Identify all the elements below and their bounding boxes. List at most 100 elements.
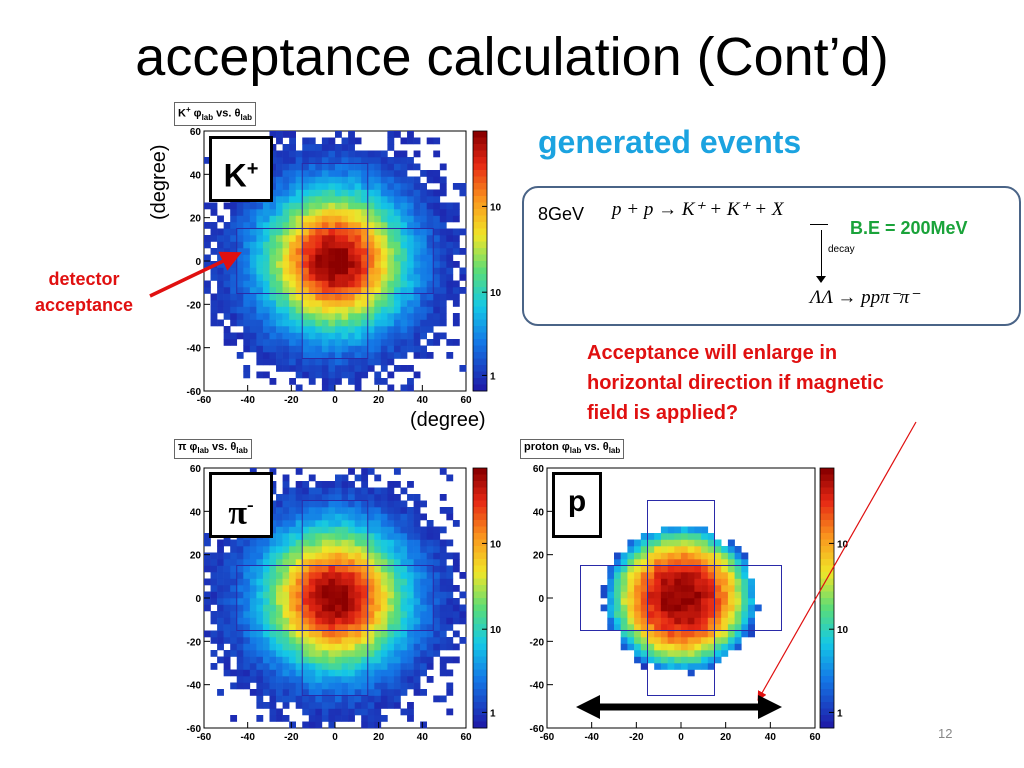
decay-products: ΛΛ → ppπ⁻π⁻ xyxy=(810,287,920,308)
x-tick-label: 40 xyxy=(765,732,777,743)
plot-title-phi: φ xyxy=(558,441,570,453)
plot-title-vs: vs. θ xyxy=(581,441,609,453)
colorbar-tick-label: 10 xyxy=(490,539,502,550)
y-tick-label: -40 xyxy=(530,681,545,692)
x-tick-label: 20 xyxy=(373,732,385,743)
particle-label-pion: π- xyxy=(209,472,273,538)
y-tick-label: 40 xyxy=(190,170,202,181)
particle-charge: - xyxy=(246,494,254,516)
page-number: 12 xyxy=(938,726,953,741)
colorbar-tick-label: 10 xyxy=(837,625,849,636)
y-tick-label: 0 xyxy=(195,594,201,605)
y-tick-label: 60 xyxy=(190,464,202,475)
beam-energy: 8GeV xyxy=(538,204,585,224)
x-tick-label: 20 xyxy=(720,732,732,743)
plot-title-sub: lab xyxy=(569,446,582,456)
x-tick-label: 40 xyxy=(417,732,429,743)
particle-symbol: π xyxy=(228,494,247,532)
detector-acceptance-note: detector acceptance xyxy=(22,266,146,318)
y-tick-label: 20 xyxy=(190,551,202,562)
acceptance-enlarge-note: Acceptance will enlarge in horizontal di… xyxy=(587,338,884,428)
y-tick-label: 20 xyxy=(190,214,202,225)
acceptance-region xyxy=(236,565,434,631)
y-tick-label: 60 xyxy=(190,127,202,138)
y-tick-label: 0 xyxy=(538,594,544,605)
note-line: horizontal direction if magnetic xyxy=(587,372,884,394)
x-tick-label: -60 xyxy=(197,395,212,406)
acceptance-region xyxy=(301,500,369,696)
y-tick-label: 60 xyxy=(533,464,545,475)
plot-title-proton: proton φlab vs. θlab xyxy=(520,439,625,460)
colorbar-tick-label: 1 xyxy=(490,371,496,382)
reaction-equation: p + p → K⁺ + K⁺ + X xyxy=(612,199,784,220)
note-line: field is applied? xyxy=(587,402,739,424)
x-tick-label: -60 xyxy=(197,732,212,743)
plot-title-main: proton xyxy=(524,441,559,453)
plot-title-sub: lab xyxy=(240,112,253,122)
x-tick-label: 0 xyxy=(332,395,338,406)
note-pointer-arrow xyxy=(757,421,917,701)
colorbar-tick-label: 10 xyxy=(490,202,502,213)
colorbar: 10 10 1 xyxy=(472,130,502,392)
plot-title-phi: φ xyxy=(190,107,202,120)
x-tick-label: -40 xyxy=(584,732,599,743)
y-tick-label: -20 xyxy=(187,637,202,648)
y-tick-label: -20 xyxy=(530,637,545,648)
plot-title-pion: π φlab vs. θlab xyxy=(174,439,252,460)
y-tick-label: -20 xyxy=(187,300,202,311)
plot-title-vs: vs. θ xyxy=(208,441,237,453)
y-tick-label: 40 xyxy=(190,507,202,518)
particle-label-kaon: K+ xyxy=(209,136,273,202)
note-line: Acceptance will enlarge in xyxy=(587,342,838,364)
x-tick-label: -40 xyxy=(240,732,255,743)
detector-acceptance-arrow xyxy=(149,251,242,298)
colorbar-tick-label: 1 xyxy=(837,708,843,719)
plot-title-sub: lab xyxy=(236,446,248,456)
x-tick-label: 0 xyxy=(332,732,338,743)
colorbar-tick-label: 10 xyxy=(837,539,849,550)
heatmap-cells xyxy=(600,526,762,677)
y-tick-label: 20 xyxy=(533,551,545,562)
heatmap-cells xyxy=(204,131,467,392)
x-tick-label: 60 xyxy=(460,732,472,743)
particle-symbol: K xyxy=(223,157,247,194)
particle-charge: + xyxy=(246,158,259,180)
y-tick-label: -40 xyxy=(187,681,202,692)
colorbar: 10 10 1 xyxy=(472,467,502,729)
plot-title-sub: lab xyxy=(608,446,621,456)
plot-title-sup: + xyxy=(185,105,191,114)
x-axis-unit-label: (degree) xyxy=(410,409,486,431)
acceptance-region xyxy=(580,565,782,631)
plot-title-sub: lab xyxy=(197,446,209,456)
slide-title: acceptance calculation (Cont’d) xyxy=(135,27,889,87)
x-underline xyxy=(810,224,828,225)
generated-events-title: generated events xyxy=(538,124,802,160)
plot-title-main: π xyxy=(178,441,187,453)
y-tick-label: -60 xyxy=(187,724,202,735)
x-tick-label: 0 xyxy=(678,732,684,743)
heatmap-cells xyxy=(204,468,467,729)
note-line: acceptance xyxy=(34,295,134,315)
x-tick-label: -20 xyxy=(284,395,299,406)
colorbar-tick-label: 10 xyxy=(490,625,502,636)
note-line: detector xyxy=(48,269,120,289)
plot-title-vs: vs. θ xyxy=(213,107,241,120)
y-tick-label: 0 xyxy=(195,257,201,268)
x-tick-label: 20 xyxy=(373,395,385,406)
particle-symbol: p xyxy=(567,485,587,518)
decay-arrow-head-icon xyxy=(816,276,826,283)
y-tick-label: -40 xyxy=(187,344,202,355)
plot-title-kaon: K+ φlab vs. θlab xyxy=(174,102,257,126)
colorbar-tick-label: 1 xyxy=(490,708,496,719)
x-tick-label: 60 xyxy=(809,732,821,743)
decay-label: decay xyxy=(828,244,855,255)
particle-label-proton: p xyxy=(552,472,602,538)
horizontal-double-arrow xyxy=(576,695,782,719)
heatmap-2: -60 -40 -20 0 20 40 60 60 40 20 0 -20 -40 -60 10 10 1 xyxy=(187,464,502,743)
y-tick-label: -60 xyxy=(530,724,545,735)
plot-title-phi: φ xyxy=(186,441,198,453)
x-tick-label: -60 xyxy=(540,732,555,743)
acceptance-region xyxy=(301,163,369,359)
colorbar: 10 10 1 xyxy=(819,467,849,729)
